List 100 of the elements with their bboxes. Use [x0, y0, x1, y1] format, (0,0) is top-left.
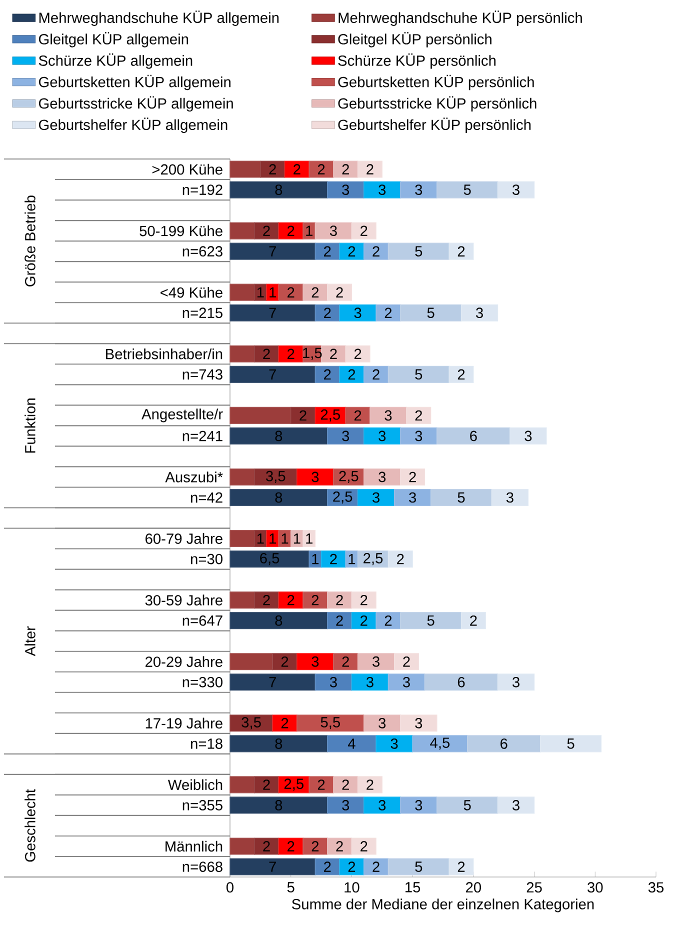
bar — [230, 838, 255, 855]
bar — [230, 530, 255, 548]
data-label: 2 — [348, 369, 356, 380]
bar — [339, 304, 376, 322]
data-label: 4,5 — [430, 738, 450, 750]
bar — [351, 222, 376, 240]
bar — [406, 406, 432, 424]
y-tick-label: 20-29 Jahre — [146, 656, 222, 667]
bar — [345, 406, 370, 424]
data-label: 2 — [336, 841, 343, 852]
data-label: 2 — [360, 226, 368, 236]
legend-label: Gleitgel KÜP persönlich — [338, 32, 492, 48]
data-label: 8 — [275, 184, 282, 195]
data-label: 5 — [427, 308, 434, 318]
bar — [400, 427, 438, 444]
y-tick-label: n=192 — [182, 184, 222, 195]
data-label: 2 — [354, 410, 362, 421]
data-label: 3 — [512, 184, 520, 195]
legend-label: Geburtsketten KÜP allgemein — [38, 74, 230, 90]
bar — [230, 714, 273, 732]
legend-label: Geburtshelfer KÜP allgemein — [38, 118, 228, 133]
data-label: 5,5 — [320, 717, 340, 730]
data-label: 2 — [336, 594, 343, 606]
data-label: 2 — [324, 246, 331, 256]
data-label: 2 — [263, 594, 270, 606]
bar — [260, 160, 286, 178]
data-label: 2 — [342, 164, 349, 174]
bar — [460, 304, 498, 322]
bar — [412, 735, 468, 752]
bar — [333, 776, 358, 794]
data-label: 2 — [360, 615, 368, 626]
data-label: 2 — [312, 841, 319, 852]
bar — [327, 592, 352, 609]
data-label: 2 — [336, 287, 343, 298]
data-label: 5 — [415, 369, 422, 380]
data-label: 2 — [281, 718, 288, 728]
bar — [364, 366, 389, 383]
bar — [314, 674, 352, 691]
bar — [314, 222, 352, 240]
bar — [230, 406, 292, 424]
data-label: 3 — [506, 492, 514, 503]
bar — [230, 550, 310, 568]
bar — [357, 160, 382, 178]
bar — [230, 304, 316, 322]
bar — [296, 653, 334, 670]
data-label: 5 — [415, 862, 422, 872]
data-label: 2 — [348, 862, 356, 872]
bar — [491, 488, 529, 506]
data-label: 7 — [269, 862, 276, 872]
bar — [351, 838, 376, 855]
bar — [497, 796, 535, 814]
bar — [230, 653, 273, 670]
y-tick-label: 50-199 Kühe — [140, 225, 222, 236]
x-tick-label: 15 — [406, 882, 420, 892]
bar — [320, 550, 346, 568]
data-label: 3 — [415, 718, 422, 728]
bar — [272, 653, 298, 670]
data-label: 2 — [403, 656, 410, 667]
bar — [448, 366, 474, 383]
bar — [339, 366, 364, 383]
data-label: 7 — [269, 246, 276, 256]
data-label: 2 — [360, 594, 368, 606]
bar — [400, 796, 438, 814]
data-label: 3 — [366, 676, 374, 688]
data-label: 2 — [458, 862, 465, 872]
data-label: 2 — [281, 656, 288, 667]
data-label: 1 — [282, 533, 288, 544]
data-label: 2 — [409, 472, 416, 482]
bar — [230, 366, 316, 383]
bar — [278, 284, 304, 301]
data-label: 2 — [300, 410, 306, 421]
bar — [376, 612, 401, 630]
text: Geschlecht — [24, 789, 36, 862]
legend-label: Schürze KÜP persönlich — [338, 53, 496, 69]
data-label: 1 — [270, 533, 276, 544]
data-label: 8 — [275, 800, 282, 810]
data-label: 4 — [348, 738, 356, 749]
data-label: 2 — [312, 594, 319, 606]
bar — [230, 612, 328, 630]
data-label: 2 — [324, 862, 331, 872]
bar — [320, 345, 346, 362]
bar — [302, 592, 328, 609]
data-label: 2 — [263, 780, 270, 790]
y-tick-label: n=30 — [191, 554, 222, 564]
data-label: 5 — [464, 184, 471, 195]
y-tick-label: n=42 — [191, 492, 222, 503]
bar — [314, 304, 340, 322]
bar — [436, 181, 498, 198]
bar — [230, 160, 261, 178]
data-label: 2 — [263, 226, 270, 236]
bar — [278, 838, 304, 855]
data-label: 3 — [378, 430, 386, 442]
data-label: 5 — [427, 615, 434, 626]
data-label: 2 — [312, 287, 319, 298]
data-label: 3 — [378, 472, 386, 482]
bar — [254, 222, 280, 240]
bar — [314, 366, 340, 383]
bar — [284, 160, 310, 178]
data-label: 2 — [397, 554, 404, 564]
data-label: 2 — [263, 841, 270, 852]
